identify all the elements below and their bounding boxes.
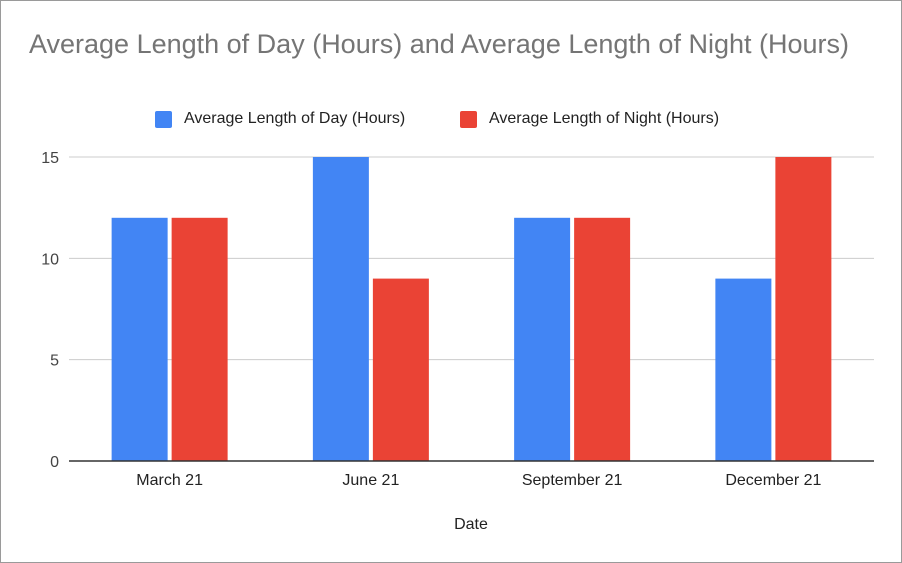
bar[interactable]: [715, 278, 772, 461]
legend-swatch-day: [155, 110, 172, 128]
y-tick-label: 10: [41, 251, 59, 268]
bar[interactable]: [775, 157, 832, 461]
legend-swatch-night: [460, 110, 477, 128]
x-tick-label: March 21: [136, 472, 203, 489]
y-tick-label: 15: [41, 150, 59, 167]
axes: 0 5 10 15 March 21 June 21 September 21 Decembe…: [41, 150, 874, 489]
x-axis-title: Date: [454, 516, 488, 533]
y-tick-label: 0: [50, 454, 59, 471]
bar[interactable]: [574, 217, 631, 461]
x-tick-label: September 21: [522, 472, 623, 489]
legend-item-night[interactable]: Average Length of Night (Hours): [460, 107, 719, 131]
y-tick-label: 5: [50, 353, 59, 370]
legend-label-night: Average Length of Night (Hours): [489, 110, 720, 127]
bar[interactable]: [514, 217, 571, 461]
bar[interactable]: [171, 217, 228, 461]
legend-item-day[interactable]: Average Length of Day (Hours): [155, 107, 405, 131]
x-tick-label: December 21: [725, 472, 821, 489]
legend-label-day: Average Length of Day (Hours): [184, 110, 406, 127]
bars: [111, 157, 832, 461]
legend: Average Length of Day (Hours) Average Le…: [1, 107, 902, 131]
bar[interactable]: [312, 157, 369, 461]
chart-title: Average Length of Day (Hours) and Averag…: [29, 29, 849, 59]
x-tick-label: June 21: [342, 472, 399, 489]
bar[interactable]: [372, 278, 429, 461]
bar[interactable]: [111, 217, 168, 461]
